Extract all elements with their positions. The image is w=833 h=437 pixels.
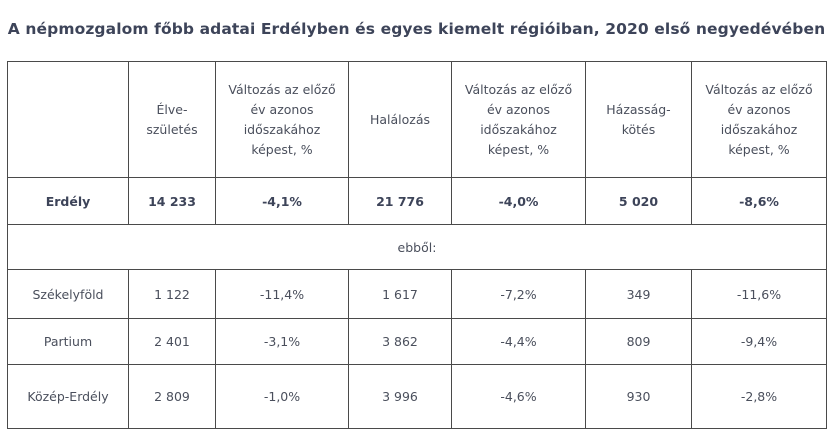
region-name: Közép-Erdély xyxy=(7,364,129,429)
deaths-value: 3 996 xyxy=(348,364,452,429)
vital-statistics-table: Élve-születés Változás az előző év azono… xyxy=(7,61,827,429)
deaths-change-value: -4,4% xyxy=(451,318,586,365)
table-row-erdely: Erdély 14 233 -4,1% 21 776 -4,0% 5 020 -… xyxy=(7,177,827,225)
table-row: Partium 2 401 -3,1% 3 862 -4,4% 809 -9,4… xyxy=(7,318,827,365)
marriages-change-value: -8,6% xyxy=(691,177,827,225)
region-name: Erdély xyxy=(7,177,129,225)
header-row: Élve-születés Változás az előző év azono… xyxy=(7,61,827,178)
table-row: Székelyföld 1 122 -11,4% 1 617 -7,2% 349… xyxy=(7,269,827,319)
deaths-value: 1 617 xyxy=(348,269,452,319)
marriages-value: 5 020 xyxy=(585,177,692,225)
table-row: Közép-Erdély 2 809 -1,0% 3 996 -4,6% 930… xyxy=(7,364,827,429)
marriages-value: 930 xyxy=(585,364,692,429)
deaths-value: 3 862 xyxy=(348,318,452,365)
marriages-change-value: -11,6% xyxy=(691,269,827,319)
marriages-value: 809 xyxy=(585,318,692,365)
births-change-value: -4,1% xyxy=(215,177,349,225)
header-births: Élve-születés xyxy=(128,61,216,178)
deaths-change-value: -4,6% xyxy=(451,364,586,429)
ebbol-label: ebből: xyxy=(7,224,827,270)
header-births-change: Változás az előző év azonos időszakához … xyxy=(215,61,349,178)
header-deaths-change: Változás az előző év azonos időszakához … xyxy=(451,61,586,178)
page-title: A népmozgalom főbb adatai Erdélyben és e… xyxy=(7,20,826,38)
header-marriages-change: Változás az előző év azonos időszakához … xyxy=(691,61,827,178)
marriages-change-value: -9,4% xyxy=(691,318,827,365)
marriages-change-value: -2,8% xyxy=(691,364,827,429)
births-change-value: -3,1% xyxy=(215,318,349,365)
births-value: 2 809 xyxy=(128,364,216,429)
subheading-row: ebből: xyxy=(7,224,827,270)
marriages-value: 349 xyxy=(585,269,692,319)
deaths-change-value: -4,0% xyxy=(451,177,586,225)
deaths-change-value: -7,2% xyxy=(451,269,586,319)
deaths-value: 21 776 xyxy=(348,177,452,225)
header-deaths: Halálozás xyxy=(348,61,452,178)
header-region xyxy=(7,61,129,178)
region-name: Partium xyxy=(7,318,129,365)
births-value: 1 122 xyxy=(128,269,216,319)
births-value: 2 401 xyxy=(128,318,216,365)
header-marriages: Házasság-kötés xyxy=(585,61,692,178)
births-value: 14 233 xyxy=(128,177,216,225)
region-name: Székelyföld xyxy=(7,269,129,319)
births-change-value: -1,0% xyxy=(215,364,349,429)
births-change-value: -11,4% xyxy=(215,269,349,319)
